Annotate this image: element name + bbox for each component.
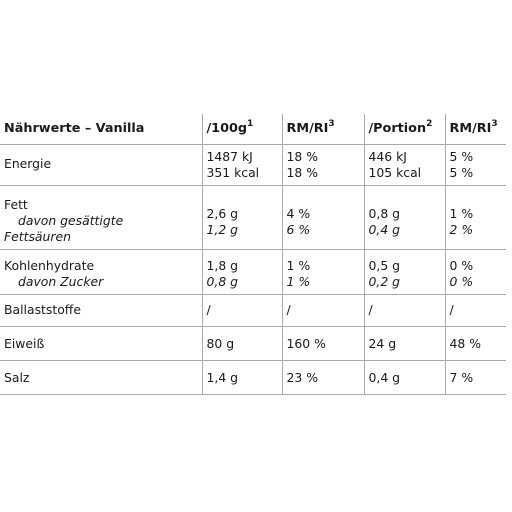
value-kohlenhydrate-per100: 1,8 g 0,8 g	[202, 249, 283, 295]
value-fett-ri-portion: 1 % 2 %	[445, 185, 506, 250]
header-per-portion: /Portion2	[364, 114, 446, 145]
row-fett: Fett davon gesättigte Fettsäuren 2,6 g 1…	[0, 185, 506, 250]
value-kohlenhydrate-ri-portion: 0 % 0 %	[445, 249, 506, 295]
header-ri-100g: RM/RI3	[282, 114, 365, 145]
header-ri-portion: RM/RI3	[445, 114, 506, 145]
nutrition-table: Nährwerte – Vanilla /100g1 RM/RI3 /Porti…	[0, 114, 506, 395]
value-kohlenhydrate-ri100: 1 % 1 %	[282, 249, 365, 295]
label-fett: Fett davon gesättigte Fettsäuren	[0, 185, 203, 250]
value-energie-ri100: 18 % 18 %	[282, 144, 365, 186]
value-kohlenhydrate-portion: 0,5 g 0,2 g	[364, 249, 446, 295]
value-salz-per100: 1,4 g	[202, 360, 283, 395]
header-per-100g: /100g1	[202, 114, 283, 145]
value-salz-portion: 0,4 g	[364, 360, 446, 395]
value-energie-portion: 446 kJ 105 kcal	[364, 144, 446, 186]
value-fett-portion: 0,8 g 0,4 g	[364, 185, 446, 250]
row-energie: Energie 1487 kJ 351 kcal 18 % 18 % 446 k…	[0, 144, 506, 186]
header-nutrients: Nährwerte – Vanilla	[0, 114, 203, 145]
label-ballaststoffe: Ballaststoffe	[0, 294, 203, 327]
value-ballaststoffe-per100: /	[202, 294, 283, 327]
value-ballaststoffe-ri-portion: /	[445, 294, 506, 327]
value-eiweiss-ri100: 160 %	[282, 326, 365, 361]
value-fett-ri100: 4 % 6 %	[282, 185, 365, 250]
value-salz-ri100: 23 %	[282, 360, 365, 395]
value-ballaststoffe-portion: /	[364, 294, 446, 327]
value-energie-per100: 1487 kJ 351 kcal	[202, 144, 283, 186]
value-eiweiss-portion: 24 g	[364, 326, 446, 361]
row-kohlenhydrate: Kohlenhydrate davon Zucker 1,8 g 0,8 g 1…	[0, 249, 506, 295]
label-salz: Salz	[0, 360, 203, 395]
value-salz-ri-portion: 7 %	[445, 360, 506, 395]
row-ballaststoffe: Ballaststoffe / / / /	[0, 294, 506, 327]
value-fett-per100: 2,6 g 1,2 g	[202, 185, 283, 250]
value-eiweiss-ri-portion: 48 %	[445, 326, 506, 361]
header-row: Nährwerte – Vanilla /100g1 RM/RI3 /Porti…	[0, 114, 506, 145]
label-kohlenhydrate: Kohlenhydrate davon Zucker	[0, 249, 203, 295]
row-eiweiss: Eiweiß 80 g 160 % 24 g 48 %	[0, 326, 506, 361]
value-energie-ri-portion: 5 % 5 %	[445, 144, 506, 186]
value-eiweiss-per100: 80 g	[202, 326, 283, 361]
row-salz: Salz 1,4 g 23 % 0,4 g 7 %	[0, 360, 506, 395]
label-energie: Energie	[0, 144, 203, 186]
label-eiweiss: Eiweiß	[0, 326, 203, 361]
value-ballaststoffe-ri100: /	[282, 294, 365, 327]
